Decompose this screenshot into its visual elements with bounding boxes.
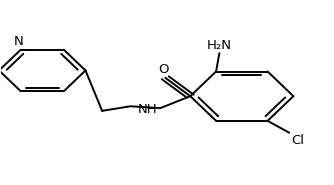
Text: N: N bbox=[14, 35, 24, 48]
Text: Cl: Cl bbox=[291, 134, 304, 147]
Text: H₂N: H₂N bbox=[207, 39, 232, 52]
Text: O: O bbox=[158, 63, 169, 76]
Text: NH: NH bbox=[138, 102, 158, 115]
